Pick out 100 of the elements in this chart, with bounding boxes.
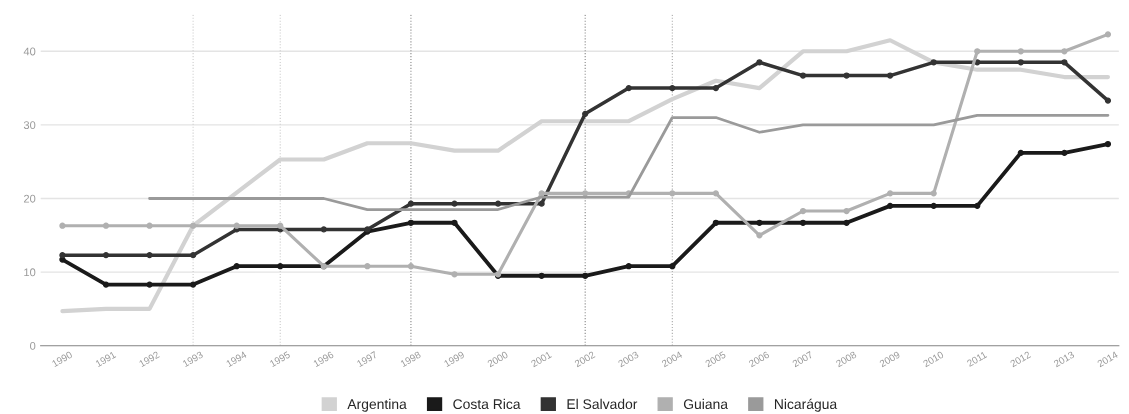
- point: [930, 202, 937, 209]
- point: [451, 271, 458, 278]
- y-tick-label: 0: [30, 341, 36, 350]
- y-tick-label: 20: [23, 194, 36, 203]
- point: [451, 219, 458, 226]
- point: [407, 200, 415, 207]
- point: [407, 263, 415, 270]
- y-tick-label: 30: [23, 121, 36, 130]
- point: [494, 200, 502, 207]
- point: [930, 190, 937, 197]
- point: [102, 222, 110, 229]
- x-tick-label: 1995: [269, 350, 291, 368]
- point: [102, 281, 110, 288]
- x-tick-label: 2011: [966, 351, 988, 367]
- legend-label: Nicarágua: [774, 398, 838, 412]
- point: [974, 202, 981, 209]
- point: [1104, 97, 1112, 104]
- point: [582, 110, 589, 117]
- x-tick-label: 2014: [1096, 350, 1119, 368]
- point: [59, 256, 66, 263]
- point: [277, 222, 284, 229]
- point: [669, 263, 676, 270]
- point: [189, 281, 197, 288]
- point: [320, 226, 327, 233]
- point: [669, 190, 676, 197]
- point: [669, 84, 676, 92]
- point: [146, 252, 153, 259]
- point: [712, 190, 720, 197]
- x-tick-label: 1993: [182, 350, 204, 368]
- x-tick-label: 2003: [617, 350, 640, 368]
- x-tick-label: 1992: [138, 351, 160, 368]
- x-tick-label: 2000: [486, 350, 509, 368]
- point: [756, 59, 763, 66]
- x-tick-label: 2004: [661, 350, 683, 368]
- point: [843, 219, 850, 226]
- point: [364, 263, 371, 270]
- legend-label: El Salvador: [567, 398, 638, 410]
- point: [146, 222, 153, 229]
- point: [625, 84, 632, 92]
- point: [146, 281, 153, 288]
- point: [407, 219, 415, 226]
- point: [582, 190, 589, 197]
- x-tick-label: 2005: [704, 350, 727, 368]
- point: [538, 190, 545, 197]
- x-tick-label: 1996: [312, 350, 335, 368]
- x-tick-label: 1994: [225, 350, 248, 368]
- x-tick-label: 1990: [51, 350, 73, 368]
- point: [625, 263, 632, 270]
- point: [712, 219, 720, 226]
- point: [451, 200, 458, 207]
- point: [277, 263, 284, 270]
- x-tick-label: 2013: [1053, 350, 1075, 368]
- point: [1104, 31, 1112, 38]
- x-tick-label: 2006: [748, 350, 770, 368]
- x-tick-label: 1999: [443, 351, 465, 368]
- point: [1017, 149, 1024, 156]
- point: [59, 222, 66, 229]
- point: [887, 202, 894, 209]
- x-tick-label: 2001: [530, 351, 552, 368]
- point: [712, 84, 720, 92]
- point: [233, 263, 240, 270]
- legend-label: Costa Rica: [453, 398, 521, 410]
- y-tick-label: 10: [24, 268, 36, 277]
- legend-label: Guiana: [683, 398, 729, 410]
- point: [538, 200, 545, 207]
- x-tick-label: 1998: [400, 350, 422, 368]
- x-tick-label: 2012: [1009, 351, 1032, 368]
- point: [799, 219, 807, 226]
- point: [799, 72, 807, 79]
- x-tick-label: 2008: [835, 350, 857, 368]
- x-tick-label: 2002: [574, 351, 596, 368]
- x-tick-label: 2010: [922, 350, 945, 368]
- point: [189, 222, 197, 229]
- point: [59, 252, 66, 259]
- point: [843, 207, 850, 215]
- x-tick-label: 1997: [356, 351, 378, 368]
- point: [102, 252, 110, 259]
- point: [1104, 140, 1112, 148]
- x-tick-label: 2007: [791, 351, 814, 368]
- point: [974, 48, 981, 55]
- point: [1061, 48, 1068, 55]
- point: [756, 232, 763, 239]
- point: [887, 72, 894, 79]
- point: [1061, 59, 1068, 66]
- line-series: [148, 113, 1110, 211]
- point: [1061, 149, 1068, 156]
- point: [756, 219, 763, 226]
- point: [189, 252, 197, 259]
- point: [233, 222, 240, 229]
- point: [538, 272, 545, 279]
- point: [930, 59, 937, 66]
- x-tick-label: 2009: [879, 351, 901, 368]
- point: [1017, 59, 1024, 66]
- point: [1017, 48, 1024, 55]
- point: [799, 207, 807, 215]
- y-tick-label: 40: [23, 47, 36, 56]
- point: [843, 72, 850, 79]
- point: [582, 272, 589, 279]
- point: [887, 190, 894, 197]
- legend-label: Argentina: [347, 398, 407, 412]
